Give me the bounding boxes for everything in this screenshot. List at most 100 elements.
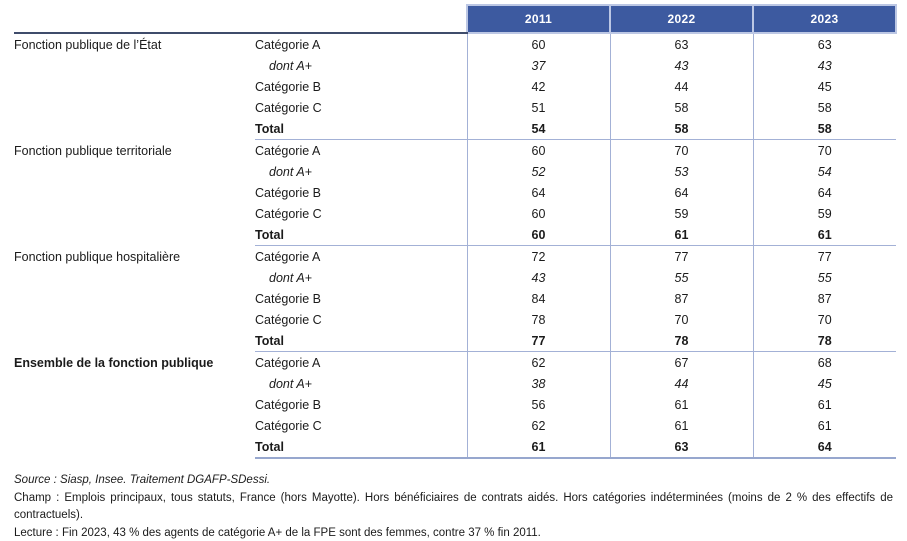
value-cell: 77: [752, 245, 896, 267]
source-note: Source : Siasp, Insee. Traitement DGAFP-…: [14, 474, 271, 486]
category-label-cell: dont A+: [269, 376, 312, 391]
value-cell: 61: [752, 224, 896, 246]
value-cell: 44: [609, 373, 753, 394]
value-cell: 52: [466, 161, 610, 182]
value-cell: 45: [752, 373, 896, 394]
value-cell: 72: [466, 245, 610, 267]
value-cell: 78: [752, 330, 896, 352]
value-cell: 87: [609, 288, 753, 309]
group-label-cell: Fonction publique de l’État: [14, 38, 162, 52]
value-cell: 63: [609, 436, 753, 459]
value-cell: 77: [466, 330, 610, 352]
category-label-cell: Catégorie A: [255, 37, 321, 52]
value-cell: 59: [752, 203, 896, 224]
value-cell: 45: [752, 76, 896, 97]
value-cell: 67: [609, 351, 753, 373]
value-cell: 63: [752, 33, 896, 55]
table-body: Fonction publique de l’État Catégorie A 60…: [14, 33, 896, 459]
group-label-cell: Fonction publique territoriale: [14, 143, 172, 158]
value-cell: 58: [609, 97, 753, 118]
value-cell: 43: [752, 55, 896, 76]
year-header-2023: 2023: [752, 4, 897, 34]
value-cell: 51: [466, 97, 610, 118]
value-cell: 70: [609, 309, 753, 330]
value-cell: 55: [609, 267, 753, 288]
table-row: Total 60 61 61: [14, 224, 896, 246]
value-cell: 58: [752, 97, 896, 118]
champ-note: Champ : Emplois principaux, tous statuts…: [14, 491, 893, 522]
value-cell: 61: [609, 224, 753, 246]
table-row: Total 54 58 58: [14, 118, 896, 140]
header-spacer-cell: [14, 5, 467, 34]
value-cell: 70: [752, 309, 896, 330]
value-cell: 61: [752, 394, 896, 415]
table-row: Fonction publique territoriale Catégorie …: [14, 139, 896, 161]
category-label-cell: Catégorie A: [255, 355, 321, 370]
category-label-cell: Catégorie A: [255, 249, 321, 264]
table-row: Ensemble de la fonction publique Catégori…: [14, 351, 896, 373]
category-label-cell: Total: [255, 330, 467, 352]
table-row: Catégorie C 51 58 58: [14, 97, 896, 118]
value-cell: 64: [466, 182, 610, 203]
year-header-2022: 2022: [609, 4, 754, 34]
table-notes: Source : Siasp, Insee. Traitement DGAFP-…: [14, 472, 893, 541]
value-cell: 55: [752, 267, 896, 288]
value-cell: 64: [609, 182, 753, 203]
value-cell: 58: [609, 118, 753, 140]
category-label-cell: Catégorie A: [255, 143, 321, 158]
value-cell: 58: [752, 118, 896, 140]
category-label-cell: dont A+: [269, 164, 312, 179]
value-cell: 60: [466, 33, 610, 55]
value-cell: 53: [609, 161, 753, 182]
table-row: dont A+ 52 53 54: [14, 161, 896, 182]
value-cell: 68: [752, 351, 896, 373]
group-label-cell: Ensemble de la fonction publique: [14, 355, 214, 370]
value-cell: 70: [609, 139, 753, 161]
value-cell: 78: [609, 330, 753, 352]
table-row: Catégorie C 62 61 61: [14, 415, 896, 436]
value-cell: 43: [609, 55, 753, 76]
category-label-cell: Catégorie B: [255, 185, 322, 200]
table-row: Total 61 63 64: [14, 436, 896, 459]
value-cell: 64: [752, 436, 896, 459]
category-label-cell: dont A+: [269, 58, 312, 73]
table-row: Fonction publique hospitalière Catégorie …: [14, 245, 896, 267]
value-cell: 44: [609, 76, 753, 97]
category-label-cell: Total: [255, 224, 467, 246]
table-row: Catégorie B 42 44 45: [14, 76, 896, 97]
value-cell: 84: [466, 288, 610, 309]
table-row: Catégorie B 64 64 64: [14, 182, 896, 203]
category-label-cell: Catégorie B: [255, 291, 322, 306]
category-label-cell: Total: [255, 436, 467, 459]
value-cell: 77: [609, 245, 753, 267]
group-label-cell: Fonction publique hospitalière: [14, 249, 181, 264]
category-label-cell: Catégorie B: [255, 397, 322, 412]
value-cell: 62: [466, 415, 610, 436]
category-label-cell: Catégorie C: [255, 418, 322, 433]
category-label-cell: Catégorie C: [255, 312, 322, 327]
value-cell: 63: [609, 33, 753, 55]
value-cell: 70: [752, 139, 896, 161]
category-label-cell: dont A+: [269, 270, 312, 285]
table-row: Catégorie C 78 70 70: [14, 309, 896, 330]
table-row: Catégorie C 60 59 59: [14, 203, 896, 224]
table-row: dont A+ 37 43 43: [14, 55, 896, 76]
value-cell: 61: [609, 415, 753, 436]
year-header-2011: 2011: [466, 4, 611, 34]
value-cell: 37: [466, 55, 610, 76]
category-label-cell: Catégorie C: [255, 100, 322, 115]
value-cell: 87: [752, 288, 896, 309]
value-cell: 60: [466, 203, 610, 224]
value-cell: 54: [752, 161, 896, 182]
value-cell: 61: [752, 415, 896, 436]
table-row: Fonction publique de l’État Catégorie A 60…: [14, 33, 896, 55]
women-share-table: 2011 2022 2023 Fonction publique de l’Ét…: [14, 4, 897, 459]
value-cell: 42: [466, 76, 610, 97]
lecture-note: Lecture : Fin 2023, 43 % des agents de c…: [14, 526, 541, 539]
value-cell: 59: [609, 203, 753, 224]
category-label-cell: Total: [255, 118, 467, 140]
table-header-row: 2011 2022 2023: [14, 4, 897, 34]
value-cell: 43: [466, 267, 610, 288]
value-cell: 61: [609, 394, 753, 415]
